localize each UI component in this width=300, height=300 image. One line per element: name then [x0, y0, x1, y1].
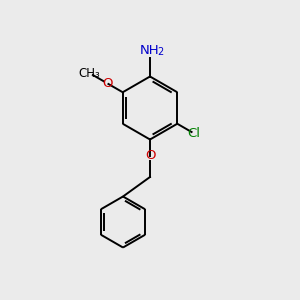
- Text: Cl: Cl: [187, 127, 200, 140]
- Text: O: O: [145, 149, 155, 163]
- Text: O: O: [102, 77, 112, 90]
- Text: NH: NH: [140, 44, 160, 57]
- Text: CH₃: CH₃: [79, 68, 100, 80]
- Text: 2: 2: [158, 47, 164, 57]
